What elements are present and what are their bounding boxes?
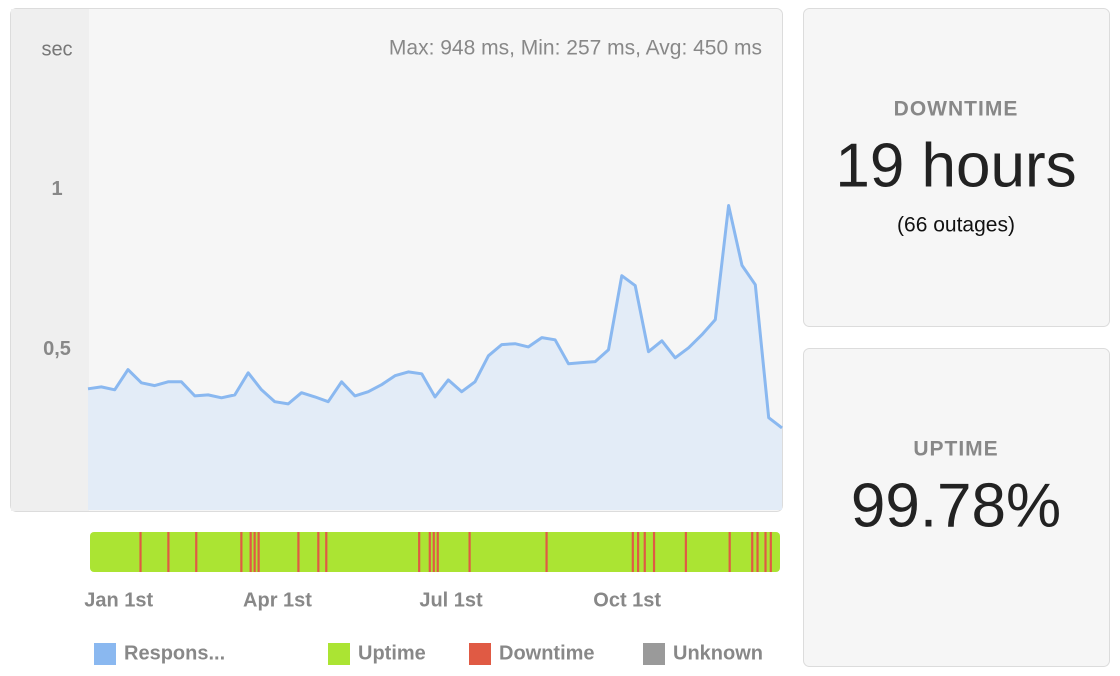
downtime-mark bbox=[751, 532, 754, 572]
downtime-mark bbox=[317, 532, 320, 572]
legend-label: Unknown bbox=[673, 642, 763, 664]
downtime-mark bbox=[764, 532, 767, 572]
downtime-mark bbox=[545, 532, 548, 572]
y-axis-label: sec bbox=[41, 38, 72, 60]
legend-swatch bbox=[643, 643, 665, 665]
legend-swatch bbox=[94, 643, 116, 665]
stat-value: 99.78% bbox=[851, 471, 1061, 540]
downtime-mark bbox=[253, 532, 256, 572]
y-tick-label: 1 bbox=[51, 178, 62, 200]
downtime-mark bbox=[728, 532, 731, 572]
downtime-mark bbox=[432, 532, 435, 572]
x-tick-label: Apr 1st bbox=[243, 589, 312, 611]
downtime-mark bbox=[643, 532, 646, 572]
downtime-mark bbox=[756, 532, 759, 572]
stat-value: 19 hours bbox=[835, 131, 1076, 200]
response-line bbox=[87, 204, 783, 430]
legend-label: Uptime bbox=[358, 642, 426, 664]
uptime-bar bbox=[90, 532, 780, 572]
legend-label: Respons... bbox=[124, 642, 225, 664]
stat-panel bbox=[803, 348, 1110, 667]
chart-subtitle: Max: 948 ms, Min: 257 ms, Avg: 450 ms bbox=[389, 37, 762, 60]
downtime-mark bbox=[631, 532, 634, 572]
stat-note: (66 outages) bbox=[897, 214, 1015, 237]
downtime-mark bbox=[428, 532, 431, 572]
legend-label: Downtime bbox=[499, 642, 595, 664]
legend-swatch bbox=[469, 643, 491, 665]
downtime-mark bbox=[769, 532, 772, 572]
downtime-mark bbox=[167, 532, 170, 572]
y-axis-strip bbox=[11, 9, 89, 511]
downtime-mark bbox=[652, 532, 656, 572]
downtime-mark bbox=[637, 532, 640, 572]
area-fill bbox=[88, 205, 782, 510]
downtime-mark bbox=[257, 532, 260, 572]
stat-panel bbox=[803, 8, 1110, 327]
legend-swatch bbox=[328, 643, 350, 665]
downtime-mark bbox=[418, 532, 421, 572]
downtime-mark bbox=[468, 532, 471, 572]
downtime-mark bbox=[436, 532, 439, 572]
x-tick-label: Oct 1st bbox=[593, 589, 661, 611]
x-tick-label: Jul 1st bbox=[419, 589, 483, 611]
x-tick-label: Jan 1st bbox=[84, 589, 153, 611]
stat-label: UPTIME bbox=[913, 438, 998, 461]
stat-label: DOWNTIME bbox=[894, 98, 1019, 121]
downtime-mark bbox=[249, 532, 252, 572]
downtime-mark bbox=[139, 532, 142, 572]
y-tick-label: 0,5 bbox=[43, 338, 71, 360]
downtime-mark bbox=[684, 532, 687, 572]
downtime-mark bbox=[297, 532, 300, 572]
downtime-mark bbox=[325, 532, 328, 572]
downtime-mark bbox=[240, 532, 243, 572]
downtime-mark bbox=[195, 532, 198, 572]
